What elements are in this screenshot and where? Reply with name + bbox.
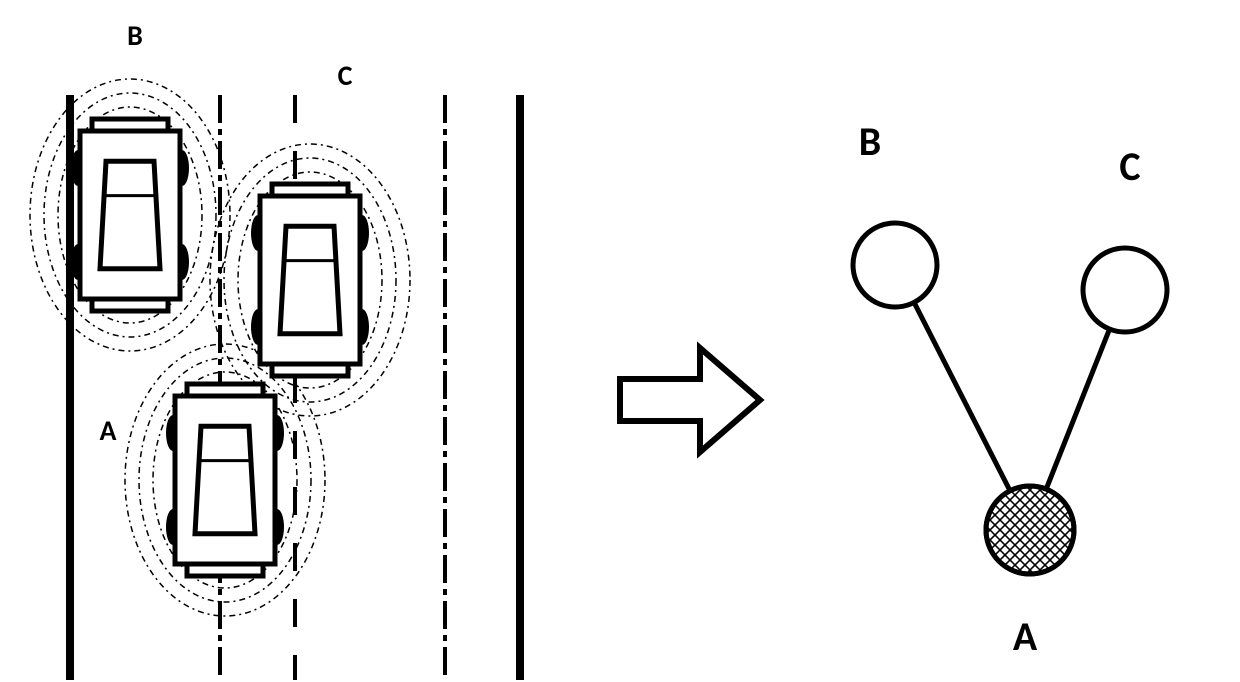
car-a (166, 384, 284, 576)
car-c (251, 184, 369, 376)
transform-arrow-icon (620, 348, 760, 452)
graph-label-b: B (859, 117, 881, 166)
graph-edge-a-c (1046, 329, 1109, 489)
graph-node-c (1083, 248, 1167, 332)
graph-node-a (986, 486, 1074, 574)
graph-node-b (853, 223, 937, 307)
car-b (71, 119, 189, 311)
label-car-a: A (100, 413, 117, 448)
graph-label-c: C (1119, 142, 1140, 191)
graph-edge-a-b (914, 302, 1010, 490)
label-car-c: C (338, 58, 353, 93)
label-car-b: B (127, 18, 143, 53)
graph-label-a: A (1013, 612, 1038, 661)
